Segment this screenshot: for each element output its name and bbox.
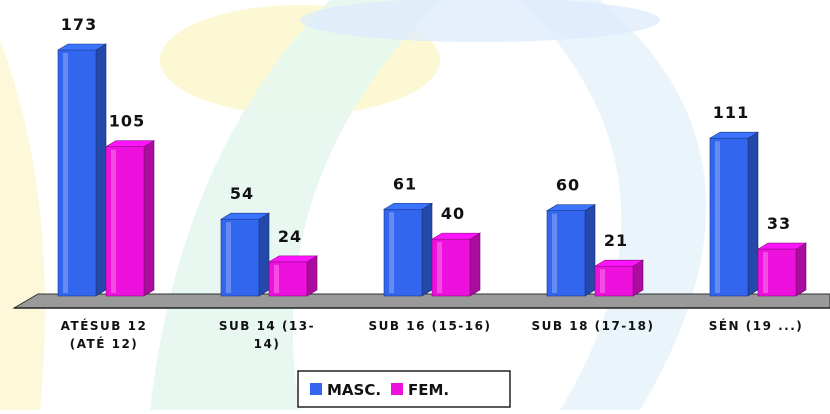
bar-side [306,255,318,297]
bar-top [56,43,108,51]
bar-side [795,242,807,297]
bar-masc-1 [219,212,271,297]
bar-masc-4 [708,131,760,297]
category-label: SUB 18 (17-18) [532,319,655,333]
category-label-line: (ATÉ 12) [70,336,139,351]
bar-top [430,232,482,240]
legend-swatch [391,383,403,395]
bar-highlight [226,222,231,293]
bar-front [57,49,97,297]
category-label-line: 14) [254,337,281,351]
legend: MASC. FEM. [297,370,511,408]
bar-front [105,146,145,297]
category-label-line: SUB 14 (13- [219,319,315,333]
bar-fem-3 [593,259,645,297]
bar-side [584,204,596,297]
bar-top [267,255,319,263]
bar-masc-3 [545,204,597,297]
bar-top [708,131,760,139]
legend-label: MASC. [327,381,381,399]
value-label: 24 [278,227,302,246]
bar-front [383,208,423,297]
bar-top [593,259,645,267]
bar-highlight [111,149,116,293]
value-label: 61 [393,174,417,193]
category-label-line: SUB 18 (17-18) [532,319,655,333]
bar-top [382,202,434,210]
bar-highlight [63,53,68,293]
bar-masc-2 [382,202,434,297]
bar-top [219,212,271,220]
bar-highlight [600,269,605,293]
bar-side [421,202,433,297]
value-label: 60 [556,176,580,195]
value-label: 173 [61,15,97,34]
bar-fem-1 [267,255,319,297]
bar-masc-0 [56,43,108,297]
legend-swatch [310,383,322,395]
bar-front [594,265,634,297]
bar-side [747,131,759,297]
bar-top [756,242,808,250]
legend-box [297,370,511,408]
bar-highlight [715,141,720,293]
value-label: 111 [713,103,749,122]
bars [56,43,808,297]
category-label: SUB 14 (13- 14) [219,319,315,351]
chart-floor [12,293,830,309]
bar-fem-0 [104,140,156,297]
bar-front [220,218,260,297]
category-label-line: ATÉSUB 12 [61,318,148,333]
bar-front [546,210,586,297]
category-label: SÉN (19 ...) [709,318,804,333]
bar-top [104,140,156,147]
bar-front [757,248,797,297]
bar-highlight [763,252,768,293]
bar-side [143,140,155,297]
value-label: 33 [767,214,791,233]
bar-highlight [389,212,394,293]
category-label-line: SÉN (19 ...) [709,318,804,333]
bar-front [709,137,749,297]
bar-fem-2 [430,232,482,297]
bar-front [431,238,471,297]
category-label: ATÉSUB 12 (ATÉ 12) [61,318,148,351]
bar-highlight [552,213,557,293]
value-labels: 173 105 54 24 61 40 60 21 111 33 [61,15,791,250]
bar-highlight [437,242,442,293]
bar-fem-4 [756,242,808,297]
bar-top [545,204,597,211]
value-label: 105 [109,112,145,131]
category-label-line: SUB 16 (15-16) [369,319,492,333]
category-labels: ATÉSUB 12 (ATÉ 12) SUB 14 (13- 14) SUB 16 (1… [61,318,804,351]
legend-label: FEM. [408,381,449,399]
category-label: SUB 16 (15-16) [369,319,492,333]
value-label: 21 [604,231,628,250]
bar-highlight [274,264,279,293]
bar-side [95,43,107,297]
bar-side [258,212,270,297]
value-label: 54 [230,184,254,203]
bar-side [469,232,481,297]
value-label: 40 [441,204,465,223]
